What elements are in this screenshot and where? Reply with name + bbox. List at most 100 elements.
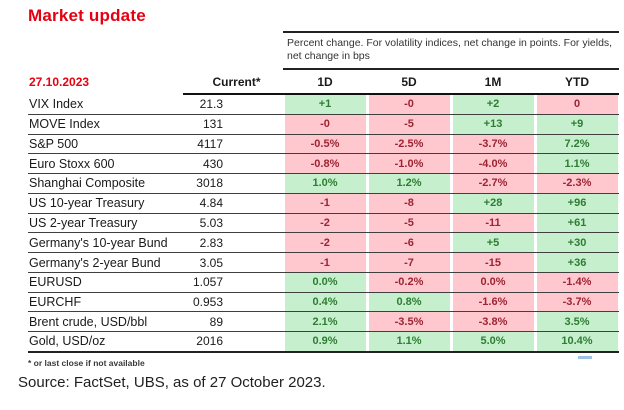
- change-cell-5d: 0.8%: [367, 292, 451, 312]
- table-row: Shanghai Composite 3018 1.0% 1.2% -2.7% -2.3%: [28, 174, 619, 194]
- change-value-1d: -0.8%: [284, 154, 366, 174]
- change-cell-1m: 0.0%: [451, 272, 535, 292]
- current-value: 2.83: [199, 235, 223, 250]
- change-cell-1d: -2: [283, 233, 367, 253]
- current-value: 131: [202, 117, 223, 132]
- instrument-label: Brent crude, USD/bbl: [29, 314, 148, 329]
- table-row: VIX Index 21.3 +1 -0 +2 0: [28, 95, 619, 115]
- instrument-label: US 10-year Treasury: [29, 196, 145, 211]
- change-cell-1m: -2.7%: [451, 174, 535, 193]
- change-cell-1m: 5.0%: [451, 332, 535, 351]
- change-cell-1d: 0.9%: [283, 332, 367, 351]
- current-value: 3.05: [199, 255, 223, 270]
- change-cell-1m: -11: [451, 213, 535, 233]
- table-row: Germany's 10-year Bund 2.83 -2 -6 +5 +30: [28, 233, 619, 254]
- change-value-1d: +1: [284, 95, 366, 114]
- column-header-5d: 5D: [401, 75, 417, 89]
- page-title: Market update: [28, 6, 146, 25]
- change-units-note: Percent change. For volatility indices, …: [283, 31, 619, 70]
- current-value: 3018: [196, 176, 223, 191]
- date-label: 27.10.2023: [29, 75, 90, 89]
- change-cell-5d: -0: [367, 95, 451, 114]
- column-header-ytd: YTD: [565, 75, 589, 89]
- change-value-ytd: 3.5%: [536, 312, 618, 332]
- change-cell-5d: -2.5%: [367, 134, 451, 154]
- change-cell-5d: -0.2%: [367, 272, 451, 292]
- change-cell-1d: 1.0%: [283, 174, 367, 193]
- source-line: Source: FactSet, UBS, as of 27 October 2…: [18, 374, 326, 391]
- change-value-1m: +2: [452, 95, 534, 114]
- table-row: S&P 500 4117 -0.5% -2.5% -3.7% 7.2%: [28, 134, 619, 155]
- change-value-ytd: 7.2%: [536, 134, 618, 154]
- change-cell-ytd: 3.5%: [535, 312, 619, 332]
- change-value-1m: -1.6%: [452, 292, 534, 312]
- change-value-ytd: 0: [536, 95, 618, 114]
- change-cell-1m: +28: [451, 193, 535, 213]
- change-value-5d: -7: [368, 253, 450, 272]
- change-cell-ytd: +36: [535, 253, 619, 272]
- footnote: * or last close if not available: [28, 358, 145, 368]
- change-value-1m: 0.0%: [452, 272, 534, 292]
- change-cell-1d: 0.4%: [283, 292, 367, 312]
- change-value-ytd: +9: [536, 114, 618, 134]
- change-cell-ytd: +30: [535, 233, 619, 253]
- change-cell-5d: -5: [367, 114, 451, 134]
- change-cell-5d: -5: [367, 213, 451, 233]
- change-value-ytd: 10.4%: [536, 332, 618, 351]
- table-row: MOVE Index 131 -0 -5 +13 +9: [28, 114, 619, 135]
- change-cell-ytd: 0: [535, 95, 619, 114]
- change-value-ytd: +96: [536, 193, 618, 213]
- change-cell-1m: -4.0%: [451, 154, 535, 174]
- current-value: 89: [209, 314, 223, 329]
- instrument-label: Germany's 2-year Bund: [29, 255, 161, 270]
- change-cell-5d: -1.0%: [367, 154, 451, 174]
- change-value-ytd: -3.7%: [536, 292, 618, 312]
- change-cell-5d: -6: [367, 233, 451, 253]
- change-value-5d: -6: [368, 233, 450, 253]
- change-cell-ytd: 10.4%: [535, 332, 619, 351]
- table-row: EURUSD 1.057 0.0% -0.2% 0.0% -1.4%: [28, 272, 619, 293]
- change-cell-1m: -3.7%: [451, 134, 535, 154]
- change-value-1m: 5.0%: [452, 332, 534, 351]
- change-value-1m: -3.8%: [452, 312, 534, 332]
- change-cell-1d: -1: [283, 253, 367, 272]
- change-cell-1m: -1.6%: [451, 292, 535, 312]
- change-value-1d: -1: [284, 193, 366, 213]
- change-value-1d: -0.5%: [284, 134, 366, 154]
- change-value-5d: -0.2%: [368, 272, 450, 292]
- change-value-ytd: +30: [536, 233, 618, 253]
- table-row: Brent crude, USD/bbl 89 2.1% -3.5% -3.8% 3.5%: [28, 312, 619, 333]
- change-value-1d: 0.9%: [284, 332, 366, 351]
- change-value-5d: -8: [368, 193, 450, 213]
- blue-dash-artifact: [578, 356, 592, 359]
- change-value-1d: 0.4%: [284, 292, 366, 312]
- change-cell-1m: -15: [451, 253, 535, 272]
- change-cell-1d: 0.0%: [283, 272, 367, 292]
- change-value-1d: 2.1%: [284, 312, 366, 332]
- change-value-ytd: +61: [536, 213, 618, 233]
- change-cell-5d: 1.2%: [367, 174, 451, 193]
- change-value-1m: -3.7%: [452, 134, 534, 154]
- change-cell-5d: -7: [367, 253, 451, 272]
- change-value-1d: -2: [284, 213, 366, 233]
- change-value-1m: -11: [452, 213, 534, 233]
- current-value: 4117: [197, 136, 223, 151]
- change-value-5d: 0.8%: [368, 292, 450, 312]
- change-cell-ytd: -2.3%: [535, 174, 619, 193]
- change-cell-1d: -0: [283, 114, 367, 134]
- instrument-label: Euro Stoxx 600: [29, 156, 115, 171]
- change-value-1m: +5: [452, 233, 534, 253]
- change-value-5d: -5: [368, 114, 450, 134]
- current-value: 5.03: [199, 215, 223, 230]
- change-cell-ytd: +61: [535, 213, 619, 233]
- change-cell-1d: -0.5%: [283, 134, 367, 154]
- change-cell-1d: +1: [283, 95, 367, 114]
- column-header-1d: 1D: [317, 75, 333, 89]
- current-value: 0.953: [192, 295, 223, 310]
- change-cell-1m: +2: [451, 95, 535, 114]
- change-cell-ytd: +9: [535, 114, 619, 134]
- change-cell-1d: -1: [283, 193, 367, 213]
- instrument-label: Gold, USD/oz: [29, 334, 106, 349]
- change-cell-5d: -8: [367, 193, 451, 213]
